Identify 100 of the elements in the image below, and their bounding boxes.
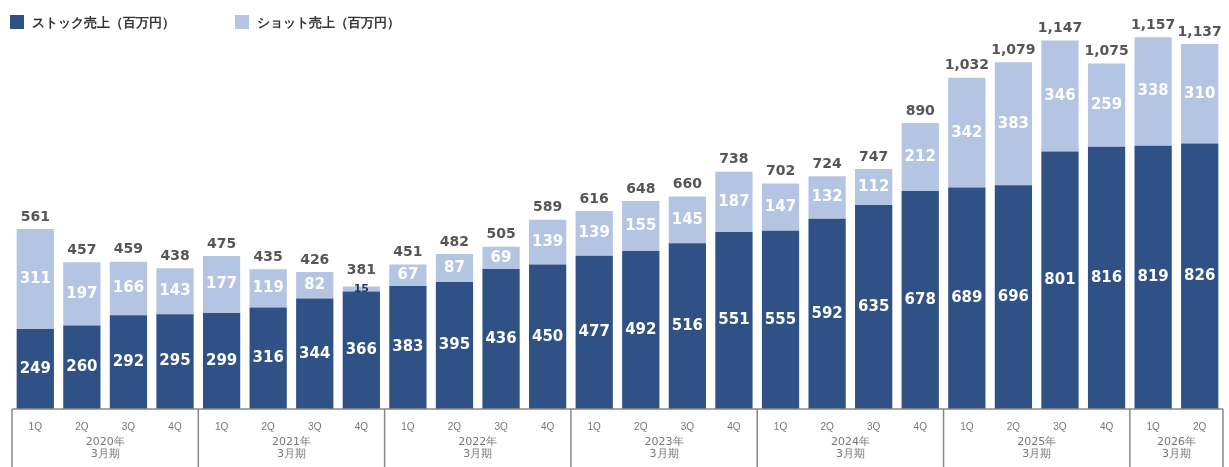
data-label: 316 <box>252 348 284 367</box>
legend-label: ストック売上（百万円） <box>31 14 175 32</box>
text: 2023年 3月期 <box>644 434 684 460</box>
data-label: 592 <box>811 303 843 322</box>
data-label: 310 <box>1184 83 1216 102</box>
x-tick-label: 1Q <box>401 420 415 432</box>
x-tick-label: 1Q <box>587 420 602 432</box>
x-tick-label: 3Q <box>494 420 508 432</box>
total-label: 589 <box>533 198 563 215</box>
total-label: 457 <box>67 240 97 257</box>
bar <box>435 282 474 409</box>
bar <box>1041 151 1079 409</box>
data-label: 551 <box>718 310 750 329</box>
bar <box>16 328 54 409</box>
bar <box>1181 143 1219 409</box>
x-tick-label: 2Q <box>820 420 834 432</box>
data-label: 67 <box>397 265 419 284</box>
x-tick-label: 1Q <box>214 420 229 432</box>
data-label: 450 <box>531 326 564 345</box>
data-label: 69 <box>490 247 512 266</box>
total-label: 702 <box>765 162 796 179</box>
x-tick-label: 4Q <box>354 420 369 432</box>
bar <box>1087 63 1126 147</box>
bar <box>715 171 753 232</box>
bar <box>715 231 753 409</box>
data-label: 197 <box>66 283 98 302</box>
data-label: 249 <box>19 358 51 377</box>
data-label: 295 <box>159 351 191 370</box>
total-label: 1,157 <box>1130 15 1176 32</box>
x-tick-label: 2Q <box>447 420 462 432</box>
bar <box>109 315 148 409</box>
x-tick-label: 2Q <box>1193 420 1207 432</box>
data-label: 477 <box>578 322 610 341</box>
text: 2026年 3月期 <box>1156 434 1196 460</box>
bar <box>855 204 893 409</box>
x-tick-label: 3Q <box>1053 420 1067 432</box>
total-label: 738 <box>719 150 749 167</box>
text: 2021年 3月期 <box>271 434 311 460</box>
total-label: 890 <box>905 101 936 118</box>
total-label: 426 <box>300 250 330 267</box>
x-tick-label: 3Q <box>867 420 881 432</box>
total-label: 1,032 <box>944 56 989 73</box>
data-label: 132 <box>811 187 843 206</box>
bar <box>1087 146 1126 409</box>
data-label: 492 <box>625 319 657 338</box>
data-label: 15 <box>353 281 369 295</box>
data-label: 260 <box>66 357 98 376</box>
data-label: 344 <box>299 343 331 362</box>
total-label: 1,147 <box>1037 19 1083 36</box>
data-label: 177 <box>205 274 238 293</box>
total-label: 435 <box>253 247 283 264</box>
x-tick-label: 2Q <box>75 420 89 432</box>
data-label: 259 <box>1090 95 1123 114</box>
bar <box>482 268 520 409</box>
text: 2022年 3月期 <box>458 434 498 460</box>
data-label: 166 <box>112 278 145 297</box>
text: 2024年 3月期 <box>830 434 870 460</box>
data-label: 395 <box>438 335 471 354</box>
data-label: 436 <box>485 328 517 347</box>
total-label: 1,075 <box>1084 42 1129 59</box>
legend-label: ショット売上（百万円） <box>256 14 400 32</box>
data-label: 299 <box>205 350 238 369</box>
bar <box>296 298 334 409</box>
x-tick-label: 1Q <box>773 420 788 432</box>
data-label: 342 <box>951 122 983 141</box>
data-label: 139 <box>531 231 564 250</box>
data-label: 112 <box>858 176 890 195</box>
data-label: 292 <box>112 351 145 370</box>
total-label: 648 <box>626 179 656 196</box>
bar <box>994 62 1033 186</box>
total-label: 1,137 <box>1177 22 1222 39</box>
bar <box>156 314 194 409</box>
data-label: 383 <box>392 337 424 356</box>
text: 2020年 3月期 <box>85 434 125 460</box>
bar <box>342 291 380 409</box>
total-label: 459 <box>113 240 144 257</box>
bar <box>622 250 660 409</box>
total-label: 475 <box>206 234 237 251</box>
bar <box>389 285 427 409</box>
bar <box>668 243 706 409</box>
bar <box>575 255 613 409</box>
data-label: 383 <box>997 113 1030 132</box>
data-label: 139 <box>578 223 610 242</box>
x-tick-label: 4Q <box>1099 420 1114 432</box>
data-label: 87 <box>444 257 465 276</box>
x-tick-label: 3Q <box>308 420 322 432</box>
data-label: 816 <box>1090 267 1123 286</box>
data-label: 678 <box>904 289 936 308</box>
total-label: 561 <box>20 207 50 224</box>
data-label: 311 <box>19 268 51 287</box>
bar <box>202 312 241 409</box>
data-label: 366 <box>345 340 377 359</box>
data-label: 147 <box>764 196 797 215</box>
x-tick-label: 4Q <box>168 420 182 432</box>
data-label: 635 <box>858 296 890 315</box>
data-label: 689 <box>951 288 983 307</box>
total-label: 482 <box>439 232 470 249</box>
data-label: 212 <box>904 146 936 165</box>
data-label: 555 <box>764 309 797 328</box>
bar <box>249 307 287 409</box>
